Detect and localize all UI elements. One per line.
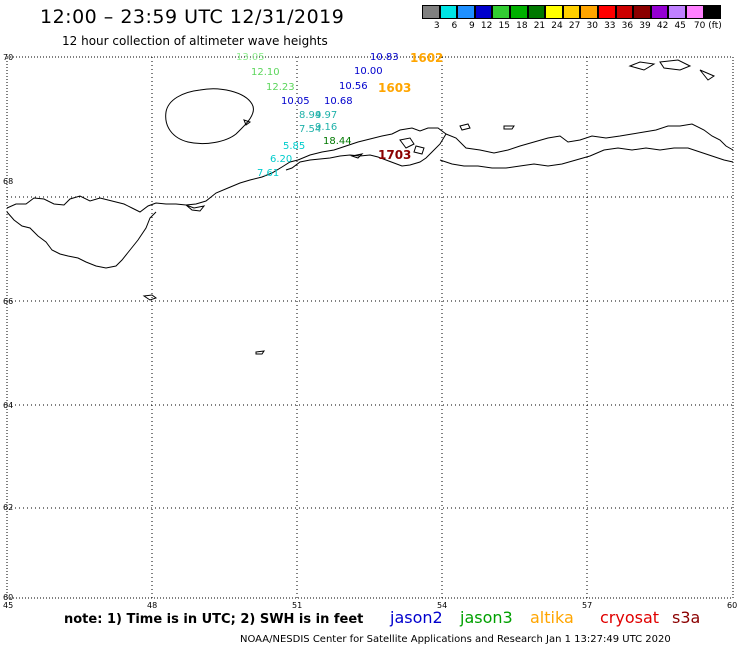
- wave-label: 7.54: [299, 124, 322, 135]
- coastline-mainland: [6, 127, 447, 213]
- colorbar-swatch: [685, 5, 704, 19]
- lat-tick: 60: [3, 593, 14, 602]
- islet: [659, 59, 692, 71]
- colorbar-tick-label: 33: [604, 21, 616, 31]
- colorbar-tick-label: 36: [621, 21, 634, 31]
- lon-tick: 60: [727, 601, 738, 610]
- wave-label: 10.05: [281, 96, 310, 107]
- wave-label: 9.16: [315, 122, 338, 133]
- lon-tick: 57: [582, 601, 593, 610]
- colorbar-tick-label: 24: [551, 21, 563, 31]
- lon-tick: 54: [437, 601, 448, 610]
- wave-label: 18.44: [323, 136, 352, 147]
- colorbar-swatch: [545, 5, 563, 19]
- wave-label: 12.10: [251, 67, 280, 78]
- white-sea-shore: [6, 211, 157, 269]
- islet: [699, 69, 716, 81]
- kolguev-island: [165, 88, 254, 145]
- peninsula-tip: [185, 204, 206, 212]
- pass-time-label: 1703: [378, 148, 412, 162]
- colorbar-tick-label: 42: [656, 21, 669, 31]
- islet: [350, 153, 364, 159]
- colorbar-swatch: [562, 5, 581, 19]
- wave-label: 10.83: [370, 52, 399, 63]
- page-subtitle: 12 hour collection of altimeter wave hei…: [62, 34, 328, 48]
- legend-jason2: jason2: [390, 608, 443, 627]
- lon-tick: 48: [147, 601, 158, 610]
- colorbar-tick-label: 21: [533, 21, 546, 31]
- colorbar-swatch: [492, 5, 510, 19]
- note-text: note: 1) Time is in UTC; 2) SWH is in fe…: [64, 612, 364, 627]
- islet: [243, 119, 252, 126]
- islet: [142, 294, 158, 301]
- colorbar-swatch: [509, 5, 528, 19]
- wave-label: 7.61: [257, 168, 280, 179]
- legend-cryosat: cryosat: [600, 608, 660, 627]
- lat-tick: 68: [3, 177, 14, 186]
- colorbar-labels: 3 6 9 12 15 18 21 24 27 30 33 36 39 42 45 70 (ft): [422, 21, 728, 31]
- colorbar-swatch: [615, 5, 634, 19]
- colorbar-swatch: [422, 5, 440, 19]
- islet: [413, 145, 425, 155]
- wave-label: 10.68: [324, 96, 353, 107]
- lon-tick: 45: [3, 601, 14, 610]
- colorbar-swatch: [597, 5, 616, 19]
- colorbar-swatch: [457, 5, 475, 19]
- lat-tick: 62: [3, 503, 14, 512]
- islet: [255, 350, 266, 355]
- colorbar-swatch: [474, 5, 493, 19]
- wave-label: 5.85: [283, 141, 306, 152]
- colorbar-swatch: [633, 5, 651, 19]
- wave-label: 12.23: [266, 82, 295, 93]
- colorbar-tick-label: 30: [586, 21, 598, 31]
- colorbar-tick-label: 12: [480, 21, 493, 31]
- islet: [628, 61, 656, 71]
- coastline-east-inner: [439, 147, 734, 169]
- colorbar-tick-label: 39: [639, 21, 651, 31]
- colorbar-tick-label: 3: [433, 21, 440, 31]
- lat-tick: 70: [3, 53, 14, 62]
- pass-time-label: 1602: [410, 51, 444, 65]
- colorbar-tick-label: 45: [674, 21, 686, 31]
- colorbar-tick-label: 18: [516, 21, 528, 31]
- graticule: [7, 57, 733, 598]
- legend-jason3: jason3: [460, 608, 513, 627]
- colorbar-swatch: [668, 5, 686, 19]
- colorbar-tick-label: 27: [568, 21, 581, 31]
- colorbar-swatch: [703, 5, 722, 19]
- wave-label: 9.97: [315, 110, 338, 121]
- wave-label: 10.00: [354, 66, 383, 77]
- page-title: 12:00 – 23:59 UTC 12/31/2019: [40, 6, 345, 28]
- colorbar-swatch: [527, 5, 546, 19]
- colorbar-swatch: [439, 5, 458, 19]
- islet: [503, 125, 515, 130]
- lat-tick: 64: [3, 401, 14, 410]
- islet: [399, 137, 415, 149]
- colorbar: [422, 5, 722, 19]
- colorbar-tick-label: 70 (ft): [693, 21, 722, 31]
- colorbar-swatch: [580, 5, 598, 19]
- colorbar-swatch: [650, 5, 669, 19]
- map-frame: [6, 56, 734, 599]
- wave-label: 8.94: [299, 110, 322, 121]
- islet: [459, 123, 471, 131]
- footer-credit: NOAA/NESDIS Center for Satellite Applica…: [240, 634, 671, 645]
- colorbar-tick-label: 6: [451, 21, 458, 31]
- coastline-east: [445, 123, 734, 154]
- wave-label: 10.56: [339, 81, 368, 92]
- lon-tick: 51: [292, 601, 303, 610]
- wave-label: 13.05: [236, 52, 265, 63]
- pass-time-label: 1603: [378, 81, 412, 95]
- wave-label: 6.20: [270, 154, 293, 165]
- colorbar-tick-label: 9: [469, 21, 475, 31]
- lat-tick: 66: [3, 297, 14, 306]
- legend-s3a: s3a: [672, 608, 701, 627]
- legend-altika: altika: [530, 608, 574, 627]
- colorbar-tick-label: 15: [498, 21, 510, 31]
